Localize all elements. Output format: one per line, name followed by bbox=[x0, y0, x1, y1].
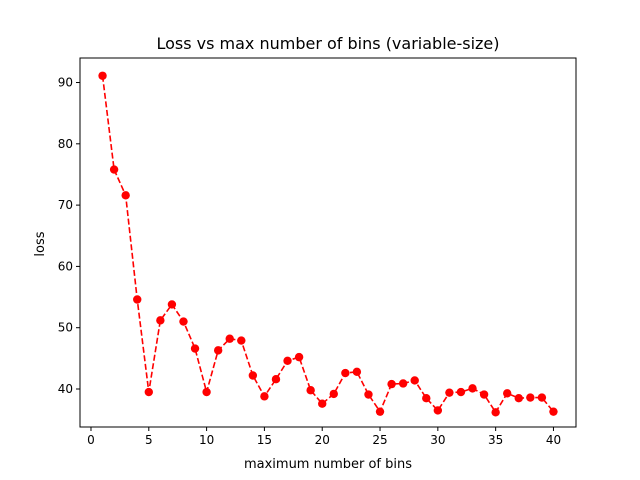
y-tick-label: 90 bbox=[58, 76, 73, 90]
data-point bbox=[260, 392, 269, 401]
data-point bbox=[526, 393, 535, 402]
axes-frame bbox=[79, 57, 577, 428]
data-point bbox=[514, 393, 523, 403]
data-point bbox=[190, 344, 200, 353]
series-line bbox=[101, 75, 555, 414]
data-point bbox=[387, 379, 396, 389]
data-point bbox=[468, 384, 477, 393]
data-point bbox=[364, 390, 373, 399]
x-tick-label: 20 bbox=[315, 433, 330, 447]
x-axis-label: maximum number of bins bbox=[244, 457, 412, 472]
data-point bbox=[445, 388, 454, 397]
data-point bbox=[98, 71, 107, 80]
data-point bbox=[237, 336, 246, 345]
data-point bbox=[306, 386, 315, 395]
data-point bbox=[537, 393, 547, 402]
x-tick-label: 40 bbox=[546, 433, 561, 447]
data-point bbox=[341, 368, 350, 378]
data-point bbox=[410, 376, 419, 385]
data-point bbox=[179, 317, 188, 326]
data-point bbox=[549, 407, 558, 416]
data-point bbox=[144, 387, 153, 397]
data-point bbox=[156, 316, 165, 325]
data-point bbox=[398, 379, 408, 388]
x-tick-label: 30 bbox=[430, 433, 445, 447]
data-point bbox=[352, 367, 362, 377]
y-tick-label: 40 bbox=[58, 382, 73, 396]
data-point bbox=[422, 393, 431, 403]
plot-area bbox=[98, 71, 558, 417]
chart-title: Loss vs max number of bins (variable-siz… bbox=[156, 34, 499, 53]
data-point bbox=[133, 295, 142, 304]
x-tick-label: 0 bbox=[87, 433, 95, 447]
data-point bbox=[375, 407, 385, 416]
x-tick-label: 25 bbox=[372, 433, 387, 447]
data-point bbox=[294, 352, 304, 362]
data-point bbox=[491, 408, 500, 417]
x-tick-label: 5 bbox=[145, 433, 153, 447]
x-tick-label: 10 bbox=[199, 433, 214, 447]
data-point bbox=[283, 356, 292, 366]
data-point bbox=[329, 389, 338, 399]
axis-ticks: 0 5 10 15 20 25 30 35 40 40 50 60 70 80 90 bbox=[58, 76, 561, 447]
y-tick-label: 60 bbox=[58, 259, 73, 273]
x-tick-label: 35 bbox=[488, 433, 503, 447]
data-point bbox=[167, 300, 177, 309]
y-tick-label: 70 bbox=[58, 198, 73, 212]
y-tick-label: 80 bbox=[58, 137, 73, 151]
data-point bbox=[503, 389, 512, 398]
data-point bbox=[109, 165, 119, 174]
data-point bbox=[248, 371, 258, 380]
data-point bbox=[433, 406, 443, 415]
data-point bbox=[271, 374, 281, 384]
y-tick-label: 50 bbox=[58, 321, 73, 335]
data-point bbox=[202, 387, 211, 397]
data-point bbox=[213, 346, 223, 355]
data-point bbox=[479, 390, 489, 399]
y-axis-label: loss bbox=[33, 231, 48, 256]
data-point bbox=[225, 334, 234, 343]
data-point bbox=[121, 191, 130, 200]
x-tick-label: 15 bbox=[257, 433, 272, 447]
data-point bbox=[456, 387, 466, 397]
data-point bbox=[318, 399, 327, 408]
